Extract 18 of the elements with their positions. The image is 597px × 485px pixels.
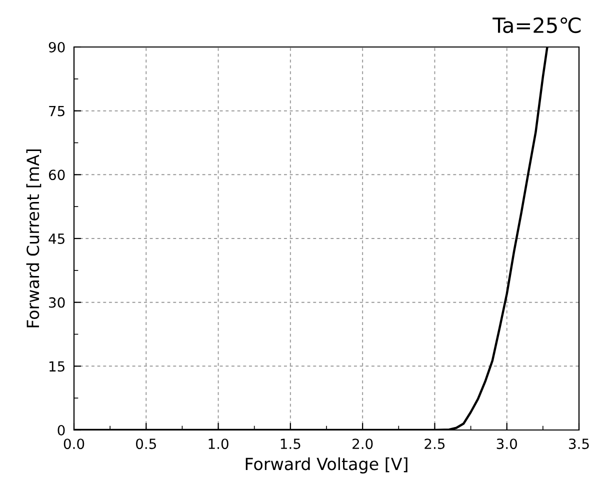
x-tick-label: 3.0 [496,438,517,450]
chart-title: Ta=25℃ [492,17,581,34]
y-tick-label: 75 [49,106,64,116]
x-axis-title: Forward Voltage [V] [246,457,408,474]
x-tick-label: 1.0 [208,438,228,450]
x-tick-label: 2.0 [352,438,373,450]
y-tick-label: 0 [58,424,65,436]
y-tick-label: 15 [50,361,64,372]
y-tick-label: 90 [48,42,65,52]
x-tick-label: 1.5 [280,438,300,450]
x-tick-label: 0.5 [136,438,156,450]
y-axis-title: Forward Current [mA] [26,150,42,328]
x-tick-label: 2.5 [424,438,445,450]
y-tick-label: 45 [48,234,64,244]
y-tick-label: 30 [49,297,65,308]
x-tick-label: 0.0 [64,438,84,450]
x-tick-label: 3.5 [569,438,589,450]
y-tick-label: 60 [48,170,65,180]
